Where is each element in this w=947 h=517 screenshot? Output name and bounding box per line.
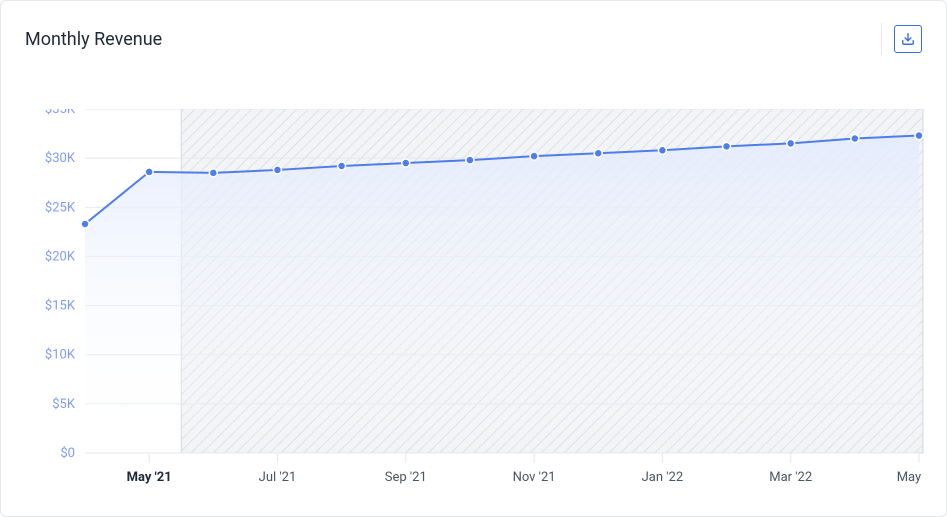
data-point[interactable]: [338, 162, 346, 170]
y-axis-label: $25K: [45, 200, 76, 215]
data-point[interactable]: [594, 149, 602, 157]
header-actions: [881, 23, 922, 55]
x-axis-label: May '21: [127, 470, 172, 485]
y-axis-label: $35K: [45, 109, 76, 117]
y-axis-label: $30K: [45, 151, 76, 166]
y-axis-label: $15K: [45, 299, 76, 314]
download-button[interactable]: [894, 25, 922, 53]
card-header: Monthly Revenue: [25, 23, 922, 55]
y-axis-label: $10K: [45, 348, 76, 363]
header-divider: [881, 23, 882, 55]
data-point[interactable]: [466, 156, 474, 164]
data-point[interactable]: [209, 169, 217, 177]
revenue-chart: Forecast$0$5K$10K$15K$20K$25K$30K$35KMay…: [25, 109, 924, 494]
download-icon: [901, 32, 915, 46]
x-axis-label: Mar '22: [769, 470, 812, 485]
revenue-card: Monthly Revenue Forecast$0$5K$10K$15K$20…: [0, 0, 947, 517]
x-axis-label: Sep '21: [385, 470, 427, 485]
x-axis-label: Jan '22: [642, 470, 684, 485]
data-point[interactable]: [81, 220, 89, 228]
x-axis-label: Jul '21: [259, 470, 297, 485]
data-point[interactable]: [273, 166, 281, 174]
data-point[interactable]: [658, 146, 666, 154]
data-point[interactable]: [723, 142, 731, 150]
data-point[interactable]: [915, 132, 923, 140]
y-axis-label: $0: [60, 446, 75, 461]
data-point[interactable]: [402, 159, 410, 167]
data-point[interactable]: [145, 168, 153, 176]
y-axis-label: $5K: [52, 397, 76, 412]
x-axis-label: May '22: [897, 470, 924, 485]
x-axis-label: Nov '21: [513, 470, 556, 485]
data-point[interactable]: [851, 134, 859, 142]
card-title: Monthly Revenue: [25, 29, 162, 50]
y-axis-label: $20K: [45, 249, 76, 264]
data-point[interactable]: [787, 139, 795, 147]
data-point[interactable]: [530, 152, 538, 160]
chart-container: Forecast$0$5K$10K$15K$20K$25K$30K$35KMay…: [25, 109, 922, 492]
area-fill: [85, 136, 919, 453]
